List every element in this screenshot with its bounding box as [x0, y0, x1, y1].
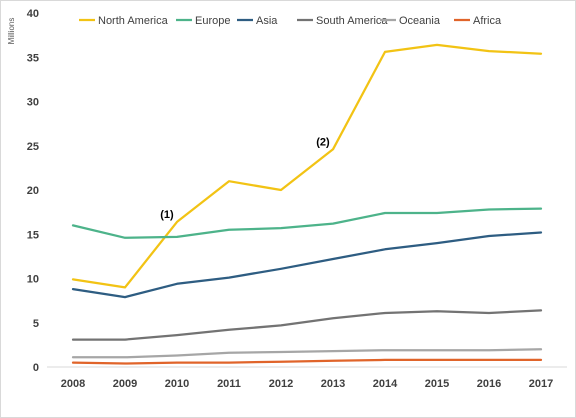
y-tick-label: 25 [27, 141, 39, 153]
x-tick-label: 2011 [217, 378, 241, 390]
x-tick-label: 2010 [165, 378, 189, 390]
y-tick-label: 20 [27, 185, 39, 197]
legend-item: Africa [454, 15, 502, 27]
x-tick-label: 2008 [61, 378, 85, 390]
legend-item: Asia [237, 15, 278, 27]
series-line-north-america [71, 43, 543, 289]
x-tick-label: 2009 [113, 378, 137, 390]
x-axis: 2008 2009 2010 2011 2012 2013 2014 2015 2016 2017 [61, 378, 553, 390]
series-line-europe [71, 207, 543, 239]
annotation-label: (2) [316, 136, 330, 148]
x-tick-label: 2017 [529, 378, 553, 390]
legend-label: Europe [195, 15, 230, 27]
series-lines [71, 43, 543, 365]
y-tick-label: 15 [27, 229, 39, 241]
y-tick-label: 35 [27, 52, 39, 64]
x-tick-label: 2015 [425, 378, 449, 390]
legend-label: Asia [256, 15, 278, 27]
legend: North America Europe Asia South America Ocea… [79, 15, 502, 27]
y-tick-label: 40 [27, 8, 39, 20]
series-line-south-america [71, 309, 543, 341]
x-tick-label: 2012 [269, 378, 293, 390]
legend-label: South America [316, 15, 388, 27]
x-tick-label: 2016 [477, 378, 501, 390]
legend-label: Africa [473, 15, 502, 27]
y-tick-label: 30 [27, 97, 39, 109]
legend-item: South America [297, 15, 388, 27]
y-tick-label: 5 [33, 318, 39, 330]
series-line-asia [71, 231, 543, 299]
series-line-oceania [71, 348, 543, 359]
y-tick-label: 0 [33, 362, 39, 374]
y-axis: 0 5 10 15 20 25 30 35 40 [27, 8, 39, 374]
legend-label: Oceania [399, 15, 441, 27]
x-tick-label: 2014 [373, 378, 398, 390]
annotation-label: (1) [160, 209, 174, 221]
legend-label: North America [98, 15, 169, 27]
x-tick-label: 2013 [321, 378, 345, 390]
y-tick-label: 10 [27, 274, 39, 286]
series-line-africa [71, 358, 543, 365]
legend-item: North America [79, 15, 169, 27]
y-axis-label: Millions [7, 18, 16, 45]
annotations: (1) (2) [160, 136, 330, 221]
legend-item: Oceania [380, 15, 441, 27]
legend-item: Europe [176, 15, 230, 27]
